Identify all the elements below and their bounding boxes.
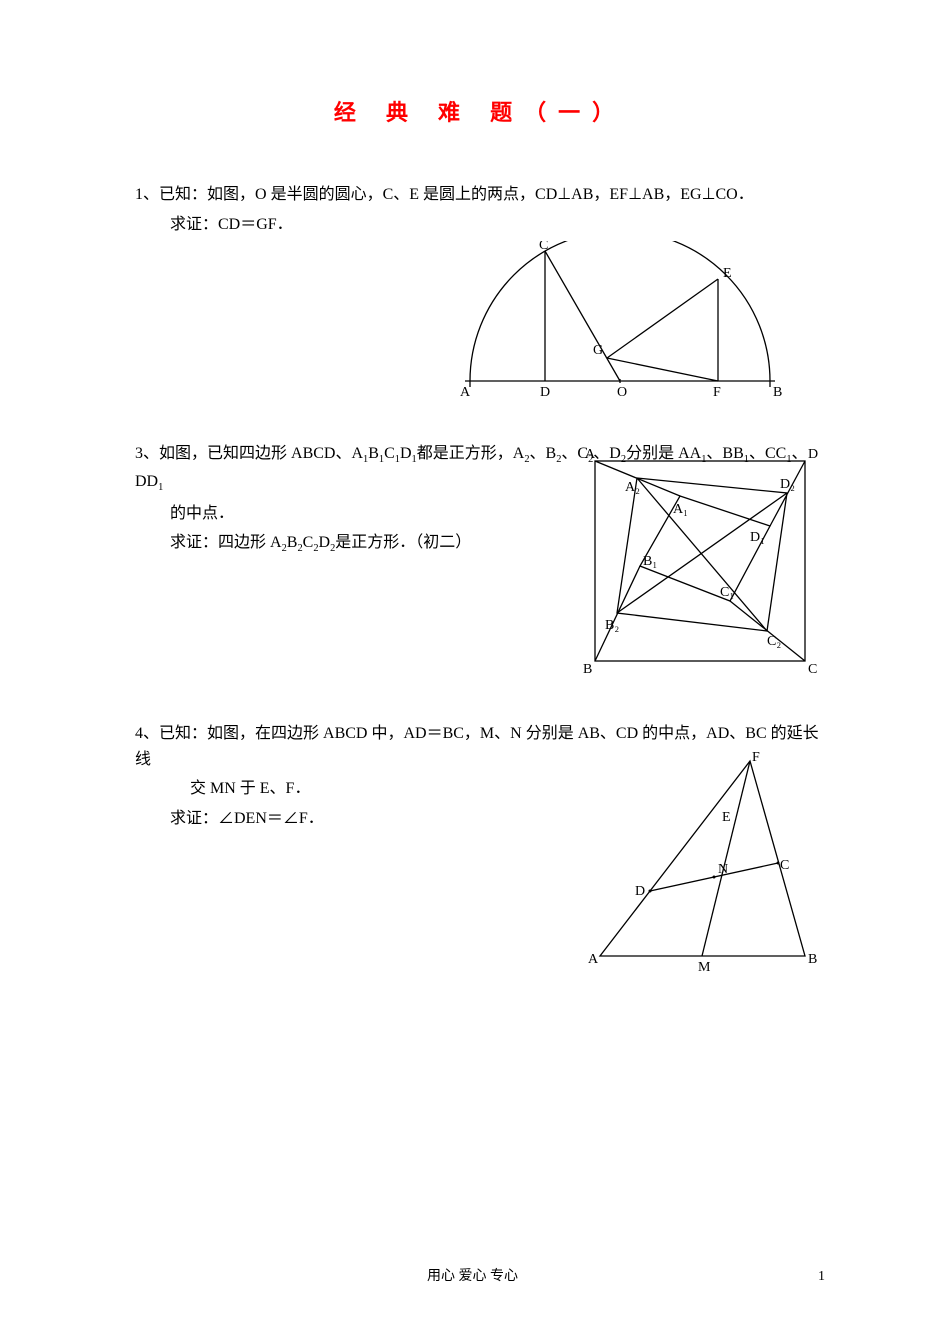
svg-text:O: O [617,385,627,400]
svg-text:E: E [723,266,732,281]
svg-text:B: B [773,385,782,400]
figure-3-squares: A D C B A₁ D₁ C₁ B₁ A₂ D₂ C₂ B₂ [555,441,835,681]
svg-text:D: D [635,884,645,899]
figure-4-quadrilateral: A B C D E F M N [580,751,840,981]
svg-text:G: G [593,343,603,358]
svg-text:D₂: D₂ [780,477,795,492]
svg-text:B₂: B₂ [605,618,619,633]
svg-text:N: N [718,862,728,877]
svg-text:B: B [808,952,817,967]
problem-1-number: 1、 [135,186,159,203]
svg-text:M: M [698,960,711,975]
svg-text:C: C [808,662,817,677]
svg-text:C₁: C₁ [720,585,734,600]
svg-text:B: B [583,662,592,677]
problem-4: 4、已知：如图，在四边形 ABCD 中，AD＝BC，M、N 分别是 AB、CD … [135,721,825,981]
page-number: 1 [818,1269,825,1285]
problem-1-line-1: 1、已知：如图，O 是半圆的圆心，C、E 是圆上的两点，CD⊥AB，EF⊥AB，… [135,182,825,208]
svg-text:A₁: A₁ [673,502,688,517]
svg-text:F: F [752,751,760,765]
problem-1-text-1: 已知：如图，O 是半圆的圆心，C、E 是圆上的两点，CD⊥AB，EF⊥AB，EG… [159,186,754,203]
figure-1-semicircle: A B C D E F G O [445,241,795,401]
problem-4-number: 4、 [135,725,159,742]
problem-1-line-2: 求证：CD＝GF． [170,212,825,238]
svg-text:A₂: A₂ [625,480,640,495]
svg-text:C₂: C₂ [767,634,781,649]
svg-text:E: E [722,810,731,825]
svg-text:B₁: B₁ [643,554,657,569]
svg-text:C: C [539,241,548,253]
svg-text:F: F [713,385,721,400]
svg-text:D: D [540,385,550,400]
svg-text:C: C [780,858,789,873]
svg-text:A: A [585,447,596,462]
svg-text:A: A [460,385,471,400]
page-title: 经 典 难 题（一） [135,95,825,127]
page-footer: 用心 爱心 专心 [0,1265,945,1285]
svg-text:D₁: D₁ [750,530,765,545]
problem-3: 3、如图，已知四边形 ABCD、A1B1C1D1都是正方形，A2、B2、C2、D… [135,441,825,681]
svg-text:A: A [588,952,599,967]
problem-3-number: 3、 [135,445,159,462]
svg-text:D: D [808,447,818,462]
problem-1: 1、已知：如图，O 是半圆的圆心，C、E 是圆上的两点，CD⊥AB，EF⊥AB，… [135,182,825,401]
